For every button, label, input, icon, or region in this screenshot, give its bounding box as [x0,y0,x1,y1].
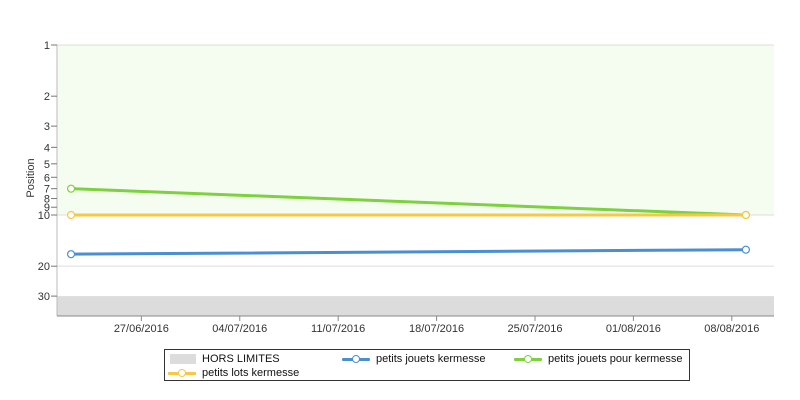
x-tick-label-2: 11/07/2016 [311,323,365,335]
y-tick-label-6: 6 [44,172,50,184]
y-tick-label-30: 30 [38,291,50,303]
series-layer [66,184,750,259]
legend-item-petits-lots-kermesse[interactable]: petits lots kermesse [168,366,299,380]
x-axis: 27/06/2016 04/07/2016 11/07/2016 18/07/2016… [57,315,774,335]
legend-swatch-petits-jouets-kermesse [342,353,370,365]
in-range-zone [57,45,774,215]
y-tick-label-20: 20 [38,261,50,273]
x-tick-label-6: 08/08/2016 [704,323,759,335]
legend-label-hors-limites: HORS LIMITES [202,353,280,365]
y-tick-label-8: 8 [44,194,50,206]
x-tick-label-1: 04/07/2016 [212,323,267,335]
series-point-petits-lots-kermesse-0 [66,210,76,220]
legend-label-petits-lots-kermesse: petits lots kermesse [202,367,300,379]
legend: HORS LIMITES petits jouets kermesse peti… [164,349,690,381]
legend-item-petits-jouets-pour-kermesse[interactable]: petits jouets pour kermesse [514,352,683,366]
y-tick-label-4: 4 [44,142,50,154]
series-point-petits-jouets-kermesse-1 [741,245,750,254]
y-tick-label-5: 5 [44,159,50,171]
y-tick-label-2: 2 [44,91,50,103]
x-tick-label-0: 27/06/2016 [114,323,169,335]
y-tick-label-1: 1 [44,40,50,52]
series-point-petits-jouets-kermesse-0 [66,250,76,259]
y-tick-label-10: 10 [38,210,50,222]
series-point-petits-lots-kermesse-1 [741,210,750,220]
y-tick-label-7: 7 [44,184,50,196]
x-tick-label-4: 25/07/2016 [507,323,562,335]
series-point-petits-jouets-pour-kermesse-0 [66,184,76,193]
x-tick-label-5: 01/08/2016 [606,323,661,335]
legend-swatch-petits-lots-kermesse [168,367,196,379]
legend-label-petits-jouets-kermesse: petits jouets kermesse [376,353,486,365]
legend-item-hors-limites[interactable]: HORS LIMITES [170,352,280,366]
series-line-petits-jouets-pour-kermesse [69,187,748,217]
series-line-petits-jouets-kermesse [69,248,748,256]
hors-limites-zone [57,296,774,316]
plot-background [57,45,774,316]
legend-item-petits-jouets-kermesse[interactable]: petits jouets kermesse [342,352,485,366]
legend-label-petits-jouets-pour-kermesse: petits jouets pour kermesse [548,353,683,365]
legend-swatch-hors-limites [170,354,196,364]
legend-swatch-petits-jouets-pour-kermesse [514,353,542,365]
x-tick-label-3: 18/07/2016 [409,323,464,335]
y-tick-label-3: 3 [44,121,50,133]
y-axis-title: Position [25,158,37,197]
y-tick-label-9: 9 [44,202,50,214]
